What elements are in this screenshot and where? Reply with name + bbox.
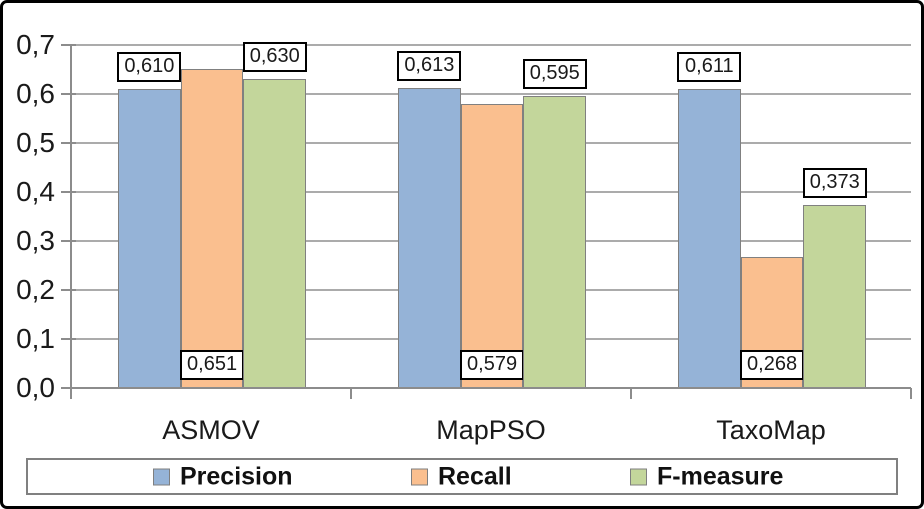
category-label-asmov: ASMOV xyxy=(162,415,260,445)
gridline xyxy=(70,93,911,95)
y-tick-label: 0,6 xyxy=(16,78,55,109)
bar-precision-asmov xyxy=(118,89,181,388)
value-label-f-measure-mappso: 0,595 xyxy=(522,59,587,90)
x-axis-tick xyxy=(910,388,912,399)
legend-entry-precision: Precision xyxy=(153,462,293,491)
x-axis-tick xyxy=(70,388,72,399)
value-label-precision-mappso: 0,613 xyxy=(397,50,462,81)
bar-precision-mappso xyxy=(398,87,461,388)
value-label-recall-taxomap: 0,268 xyxy=(740,350,805,380)
category-label-mappso: MapPSO xyxy=(436,415,546,445)
value-label-f-measure-asmov: 0,630 xyxy=(242,42,307,73)
bar-f-measure-mappso xyxy=(523,96,587,388)
x-axis-line xyxy=(70,387,911,389)
bar-recall-mappso xyxy=(460,104,524,388)
legend: Precision Recall F-measure xyxy=(26,458,898,495)
precision-swatch-icon xyxy=(153,468,170,485)
legend-entry-recall: Recall xyxy=(411,462,512,491)
y-tick-label: 0,7 xyxy=(16,29,55,60)
y-axis-tick xyxy=(61,93,76,95)
value-label-precision-taxomap: 0,611 xyxy=(677,51,742,82)
bar-recall-asmov xyxy=(180,69,244,388)
legend-label-precision: Precision xyxy=(180,462,293,490)
y-tick-label: 0,4 xyxy=(16,176,55,207)
x-axis-tick xyxy=(630,388,632,399)
y-tick-label: 0,3 xyxy=(16,225,55,256)
bar-f-measure-taxomap xyxy=(803,205,867,388)
y-axis-tick xyxy=(61,289,76,291)
y-axis-tick xyxy=(61,142,76,144)
value-label-recall-asmov: 0,651 xyxy=(180,350,245,380)
value-label-recall-mappso: 0,579 xyxy=(460,350,525,380)
value-label-precision-asmov: 0,610 xyxy=(117,52,182,83)
f-measure-swatch-icon xyxy=(630,468,647,485)
bar-f-measure-asmov xyxy=(243,79,307,388)
y-tick-label: 0,0 xyxy=(16,372,55,403)
x-axis-tick xyxy=(350,388,352,399)
y-axis-tick xyxy=(61,240,76,242)
category-label-taxomap: TaxoMap xyxy=(716,415,826,445)
legend-label-recall: Recall xyxy=(438,462,512,490)
recall-swatch-icon xyxy=(411,468,428,485)
y-axis-line xyxy=(70,45,72,388)
y-tick-label: 0,1 xyxy=(16,323,55,354)
y-axis-tick xyxy=(61,338,76,340)
y-tick-label: 0,5 xyxy=(16,127,55,158)
bar-precision-taxomap xyxy=(678,88,741,388)
legend-label-f-measure: F-measure xyxy=(657,462,784,490)
y-axis-tick xyxy=(61,387,76,389)
gridline xyxy=(70,44,911,46)
y-axis-tick xyxy=(61,191,76,193)
y-tick-label: 0,2 xyxy=(16,274,55,305)
y-axis-tick xyxy=(61,44,76,46)
legend-entry-f-measure: F-measure xyxy=(630,462,783,491)
value-label-f-measure-taxomap: 0,373 xyxy=(802,168,867,199)
